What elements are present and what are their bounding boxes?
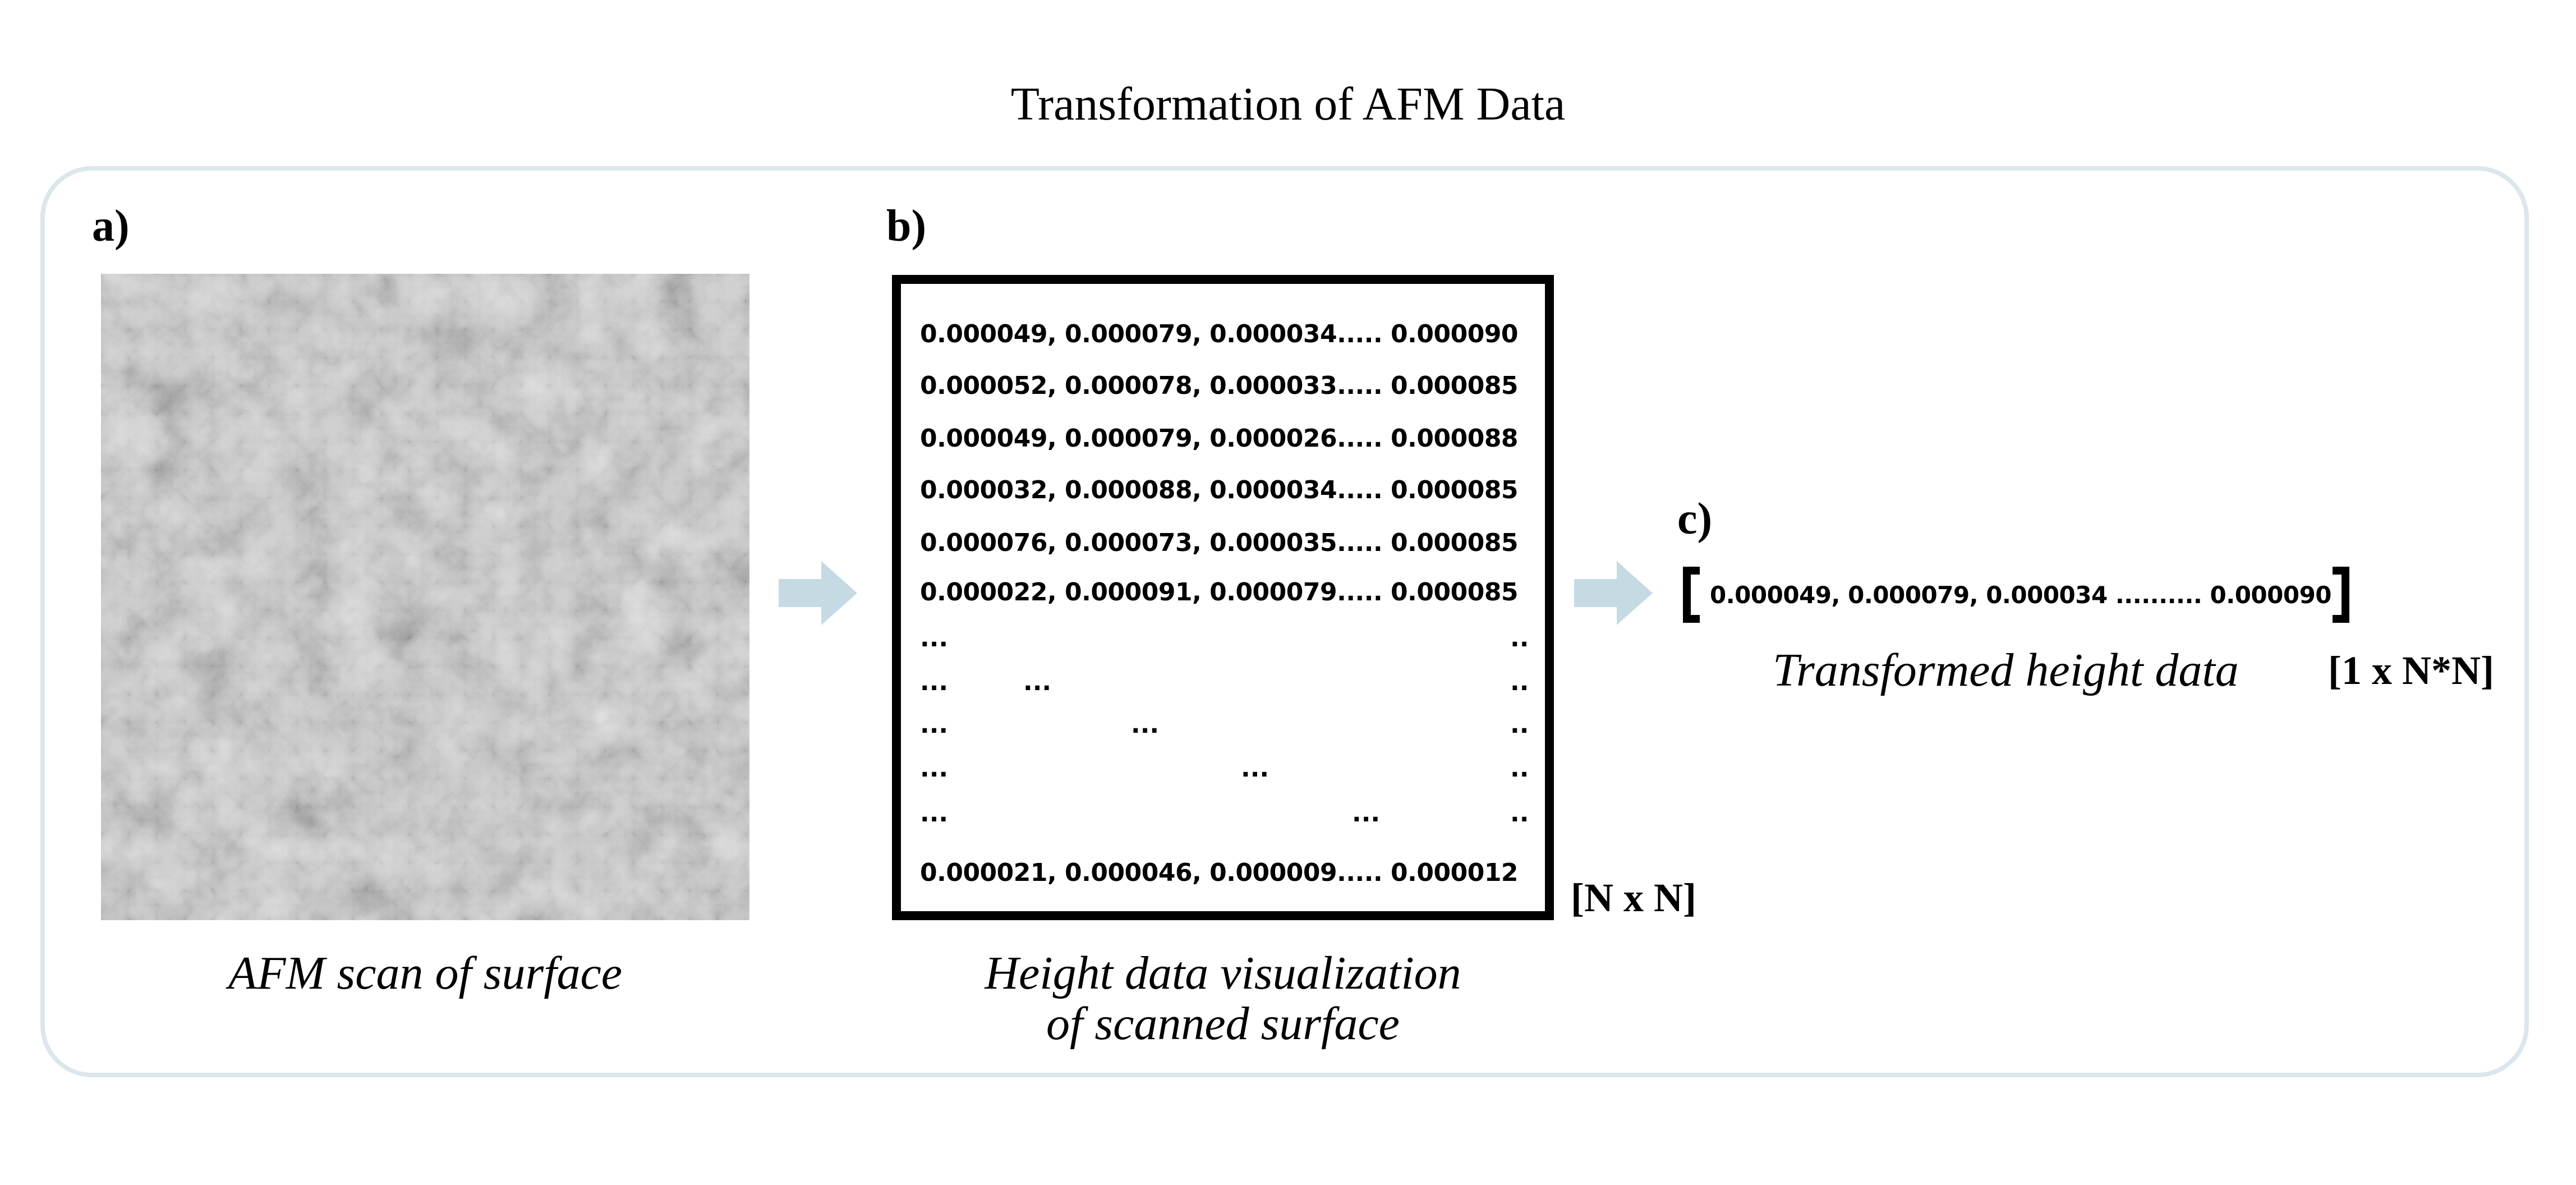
vector-caption: Transformed height data bbox=[1773, 644, 2239, 696]
matrix-ellipsis: ... bbox=[920, 624, 949, 653]
matrix-ellipsis: ... bbox=[1241, 754, 1269, 783]
matrix-ellipsis-right: .. bbox=[1510, 799, 1529, 828]
matrix-ellipsis: ... bbox=[1023, 668, 1052, 696]
panel-c-label: c) bbox=[1677, 494, 1713, 544]
matrix-ellipsis: ... bbox=[920, 799, 949, 828]
matrix-row: 0.000032, 0.000088, 0.000034..... 0.0000… bbox=[920, 476, 1519, 504]
matrix-ellipsis: ... bbox=[1131, 710, 1160, 739]
left-bracket-icon bbox=[1683, 567, 1700, 623]
figure-title: Transformation of AFM Data bbox=[1010, 78, 1566, 130]
matrix-ellipsis-right: .. bbox=[1510, 668, 1529, 696]
figure-frame bbox=[40, 166, 2529, 1077]
vector-dimension: [1 x N*N] bbox=[2328, 648, 2494, 693]
height-matrix-box: 0.000049, 0.000079, 0.000034..... 0.0000… bbox=[892, 275, 1554, 920]
matrix-ellipsis: ... bbox=[920, 754, 949, 783]
right-arrow-icon bbox=[1574, 561, 1653, 625]
matrix-ellipsis-right: .. bbox=[1510, 754, 1529, 783]
right-bracket-icon bbox=[2333, 567, 2349, 623]
matrix-caption-line1: Height data visualization bbox=[985, 947, 1461, 999]
matrix-ellipsis-right: .. bbox=[1510, 624, 1529, 653]
afm-scan-caption: AFM scan of surface bbox=[228, 947, 623, 999]
matrix-ellipsis: ... bbox=[920, 668, 949, 696]
matrix-row: 0.000022, 0.000091, 0.000079..... 0.0000… bbox=[920, 578, 1519, 607]
matrix-ellipsis-right: .. bbox=[1510, 710, 1529, 739]
matrix-row: 0.000076, 0.000073, 0.000035..... 0.0000… bbox=[920, 529, 1519, 557]
afm-scan-image bbox=[101, 274, 749, 920]
matrix-row: 0.000052, 0.000078, 0.000033..... 0.0000… bbox=[920, 371, 1519, 400]
matrix-last-row: 0.000021, 0.000046, 0.000009..... 0.0000… bbox=[920, 858, 1519, 887]
matrix-caption-line2: of scanned surface bbox=[1046, 998, 1400, 1050]
matrix-ellipsis: ... bbox=[1352, 799, 1381, 828]
matrix-dimension: [N x N] bbox=[1571, 875, 1696, 920]
right-arrow-icon bbox=[779, 561, 857, 625]
matrix-caption: Height data visualization of scanned sur… bbox=[892, 948, 1554, 1049]
matrix-row: 0.000049, 0.000079, 0.000034..... 0.0000… bbox=[920, 320, 1519, 348]
panel-b-label: b) bbox=[886, 201, 927, 251]
matrix-row: 0.000049, 0.000079, 0.000026..... 0.0000… bbox=[920, 424, 1519, 453]
transformed-vector: 0.000049, 0.000079, 0.000034 .......... … bbox=[1710, 581, 2332, 609]
matrix-ellipsis: ... bbox=[920, 710, 949, 739]
panel-a-label: a) bbox=[92, 201, 130, 251]
